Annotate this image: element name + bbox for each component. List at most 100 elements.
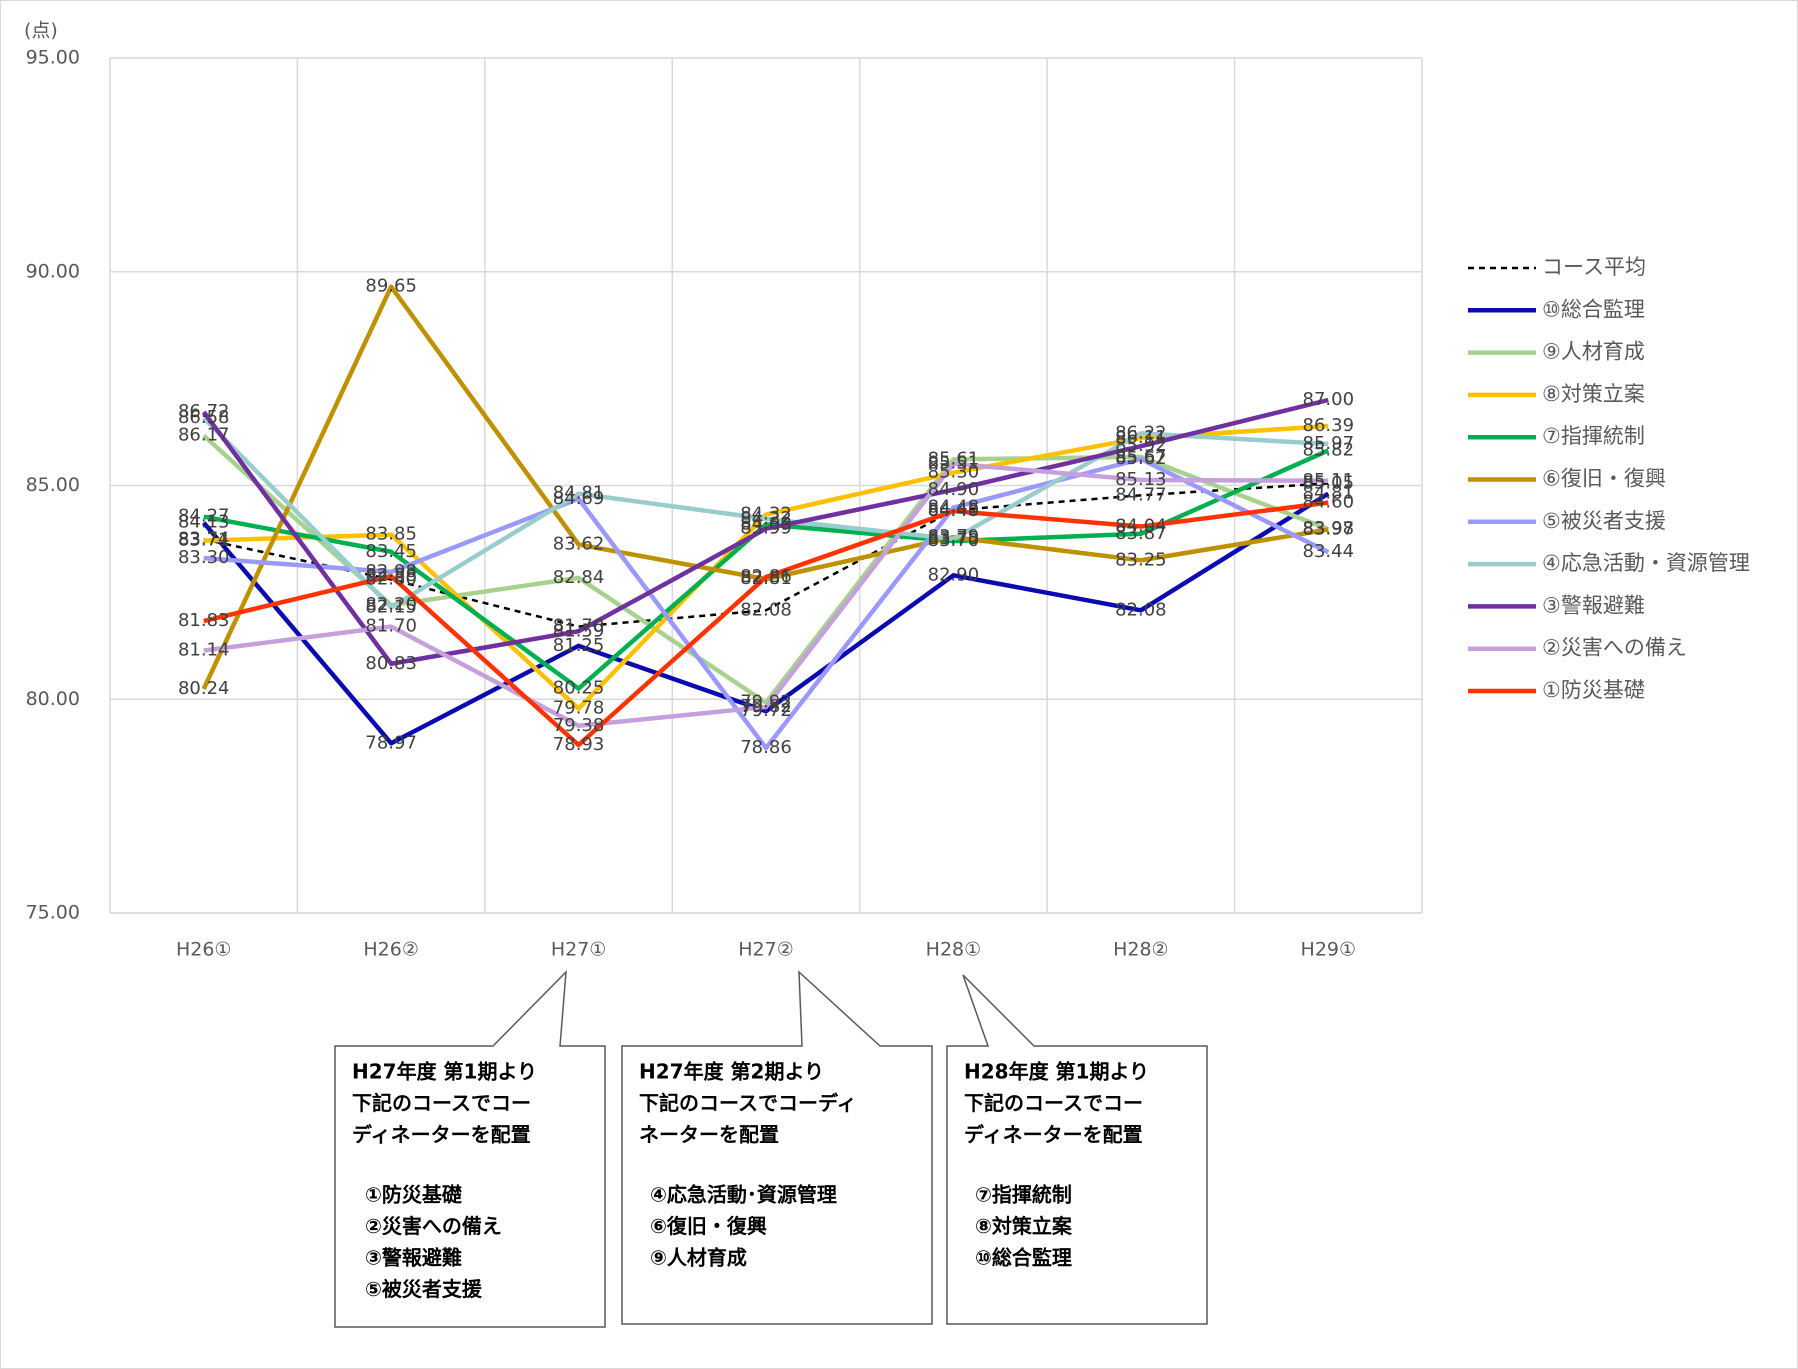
callout-item: ③警報避難 [365,1246,462,1270]
callout-text: 下記のコースでコーディ [639,1091,857,1115]
callout-text: H27年度 第1期より [352,1060,537,1084]
x-tick-label: H26② [363,939,419,961]
callout-item: ⑥復旧・復興 [650,1214,767,1238]
data-label: 82.08 [1115,599,1167,620]
data-label: 84.13 [178,512,230,533]
data-label: 84.04 [1115,516,1167,537]
data-label: 86.58 [178,407,230,428]
data-label: 89.65 [365,276,417,297]
data-label: 83.74 [178,528,230,549]
data-label: 84.32 [740,504,792,525]
data-label: 82.98 [365,561,417,582]
x-tick-label: H27② [738,939,794,961]
data-label: 83.85 [365,524,417,545]
data-label: 85.61 [928,448,980,469]
legend-label: ⑤被災者支援 [1542,509,1666,533]
callout-text: 下記のコースでコー [352,1091,531,1115]
x-tick-label: H29① [1301,939,1357,961]
data-label: 84.60 [1303,492,1355,513]
callout-box [621,970,933,1325]
data-label: 84.90 [928,479,980,500]
legend-label: ⑩総合監理 [1542,297,1645,321]
data-label: 81.59 [553,620,605,641]
series-line [201,397,1329,667]
callout-text: ディネーターを配置 [352,1123,531,1147]
data-label: 85.97 [1303,433,1355,454]
callout-text: H27年度 第2期より [639,1060,824,1084]
data-label: 84.09 [740,513,792,534]
series-line [203,482,1329,628]
data-label: 84.40 [928,500,980,521]
data-label: 79.78 [553,698,605,719]
data-label: 84.42 [928,499,980,520]
data-label: 81.70 [553,616,605,637]
callout-item: ①防災基礎 [365,1183,463,1207]
callout-item: ⑨人材育成 [650,1246,747,1270]
data-label: 85.13 [1115,469,1167,490]
data-label: 84.48 [928,497,980,518]
data-label: 80.25 [553,678,605,699]
callout-text: ディネーターを配置 [964,1123,1143,1147]
data-label: 83.99 [740,518,792,539]
series-line [203,423,1329,711]
data-label: 84.27 [178,506,230,527]
y-tick-label: 90.00 [26,260,80,282]
callout-item: ④応急活動･資源管理 [650,1183,837,1207]
series-line [203,461,1329,729]
callout-item: ②災害への備え [365,1214,502,1238]
data-label: 84.69 [553,488,605,509]
data-label: 83.30 [178,547,230,568]
data-label: 81.14 [178,640,230,661]
data-label: 86.11 [1115,427,1167,448]
data-label: 82.90 [928,564,980,585]
data-label: 83.87 [1115,523,1167,544]
data-label: 85.67 [1115,446,1167,467]
data-label: 83.45 [365,541,417,562]
data-label: 83.75 [928,528,980,549]
data-label: 81.70 [365,616,417,637]
data-label: 83.25 [1115,549,1167,570]
data-label: 79.38 [553,715,605,736]
data-label: 82.88 [365,565,417,586]
data-label: 80.24 [178,678,230,699]
data-label: 82.84 [553,567,605,588]
legend-label: コース平均 [1542,255,1646,279]
data-label: 81.83 [178,610,230,631]
data-label: 83.44 [1303,541,1355,562]
legend-label: ⑧対策立案 [1542,382,1645,406]
data-label: 82.15 [365,596,417,617]
data-label: 79.72 [740,700,792,721]
callout-text: ネーターを配置 [639,1123,779,1147]
callout-text: 下記のコースでコー [964,1091,1143,1115]
legend-label: ⑨人材育成 [1542,340,1645,364]
callout-text: H28年度 第1期より [964,1060,1149,1084]
data-label: 80.83 [365,653,417,674]
data-label: 83.79 [928,526,980,547]
x-tick-label: H27① [551,939,607,961]
data-label: 85.62 [1115,448,1167,469]
data-label: 84.81 [1303,483,1355,504]
x-tick-label: H28① [926,939,982,961]
y-tick-label: 85.00 [26,474,80,496]
series-line [203,456,1330,751]
data-label: 79.82 [740,696,792,717]
data-label: 85.82 [1303,439,1355,460]
data-label: 78.93 [553,734,605,755]
series-line [202,416,1329,610]
data-label: 86.17 [178,424,230,445]
data-label: 82.08 [740,599,792,620]
data-label: 82.80 [365,569,417,590]
y-tick-label: 95.00 [26,47,80,69]
data-label: 85.11 [1303,470,1355,491]
data-label: 78.86 [740,737,792,758]
data-label: 85.30 [928,462,980,483]
data-label: 83.70 [928,530,980,551]
data-label: 87.00 [1303,389,1355,410]
data-label: 81.25 [553,635,605,656]
legend-label: ⑦指揮統制 [1542,424,1645,448]
data-label: 86.39 [1303,415,1355,436]
data-label: 82.86 [740,566,792,587]
y-tick-label: 75.00 [26,902,80,924]
series-line [201,491,1330,746]
